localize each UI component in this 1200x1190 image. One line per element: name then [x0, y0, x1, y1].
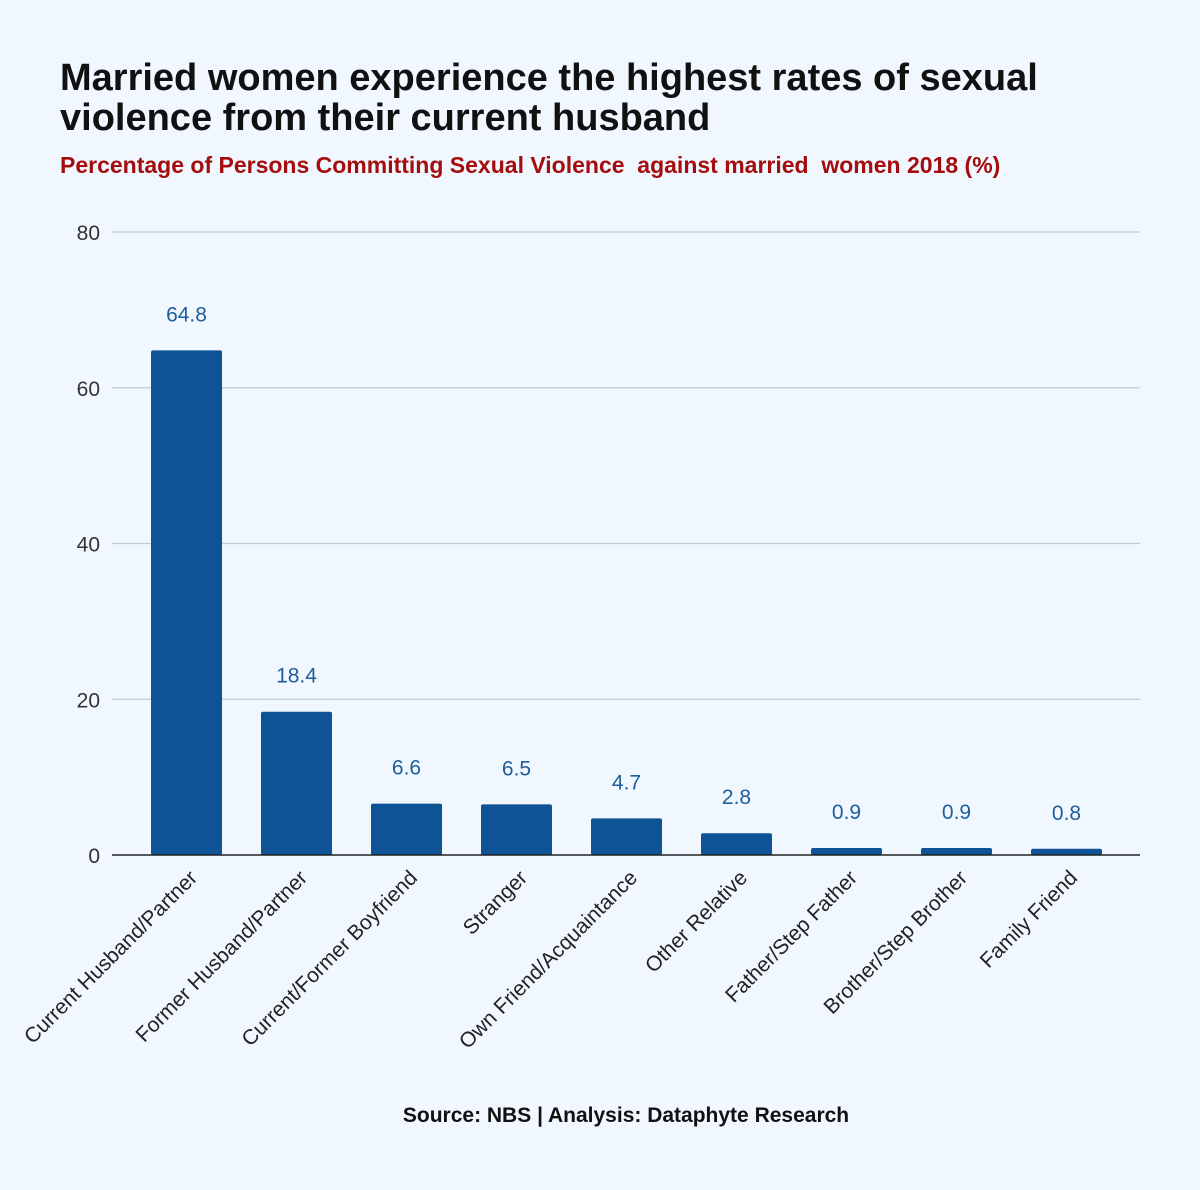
x-tick-label: Family Friend — [976, 866, 1082, 972]
y-tick-label: 0 — [88, 845, 100, 868]
source-note: Source: NBS | Analysis: Dataphyte Resear… — [402, 1104, 850, 1127]
data-label: 18.4 — [276, 665, 317, 688]
bar — [921, 847, 992, 855]
data-labels: 64.8 18.4 6.6 6.5 4.7 2.8 0.9 0.9 0.8 — [166, 303, 1081, 824]
bar — [371, 803, 442, 855]
x-tick-label: Own Friend/Acquaintance — [455, 866, 642, 1053]
bar — [151, 350, 222, 855]
x-tick-label: Current/Former Boyfriend — [237, 866, 422, 1051]
bar — [261, 711, 332, 855]
x-tick-label: Stranger — [459, 866, 532, 939]
y-axis-ticks: 0 20 40 60 80 — [77, 222, 100, 868]
x-tick-label: Other Relative — [641, 866, 752, 977]
bar — [591, 818, 662, 855]
bar — [811, 847, 882, 855]
bar — [1031, 848, 1102, 855]
x-tick-label: Current Husband/Partner — [20, 866, 202, 1048]
bar — [701, 833, 772, 855]
bars — [151, 350, 1102, 855]
y-tick-label: 40 — [77, 534, 100, 557]
data-label: 0.8 — [1052, 802, 1081, 825]
chart-title: Married women experience the highest rat… — [60, 57, 1038, 139]
data-label: 0.9 — [942, 801, 971, 824]
data-label: 0.9 — [832, 801, 861, 824]
data-label: 6.5 — [502, 757, 531, 780]
gridlines — [112, 231, 1140, 700]
data-label: 4.7 — [612, 771, 641, 794]
data-label: 2.8 — [722, 786, 751, 809]
y-tick-label: 60 — [77, 378, 100, 401]
chart-subtitle: Percentage of Persons Committing Sexual … — [60, 152, 1001, 178]
y-tick-label: 20 — [77, 689, 100, 712]
data-label: 6.6 — [392, 757, 421, 780]
y-tick-label: 80 — [77, 222, 100, 245]
data-label: 64.8 — [166, 303, 207, 326]
bar — [481, 804, 552, 855]
